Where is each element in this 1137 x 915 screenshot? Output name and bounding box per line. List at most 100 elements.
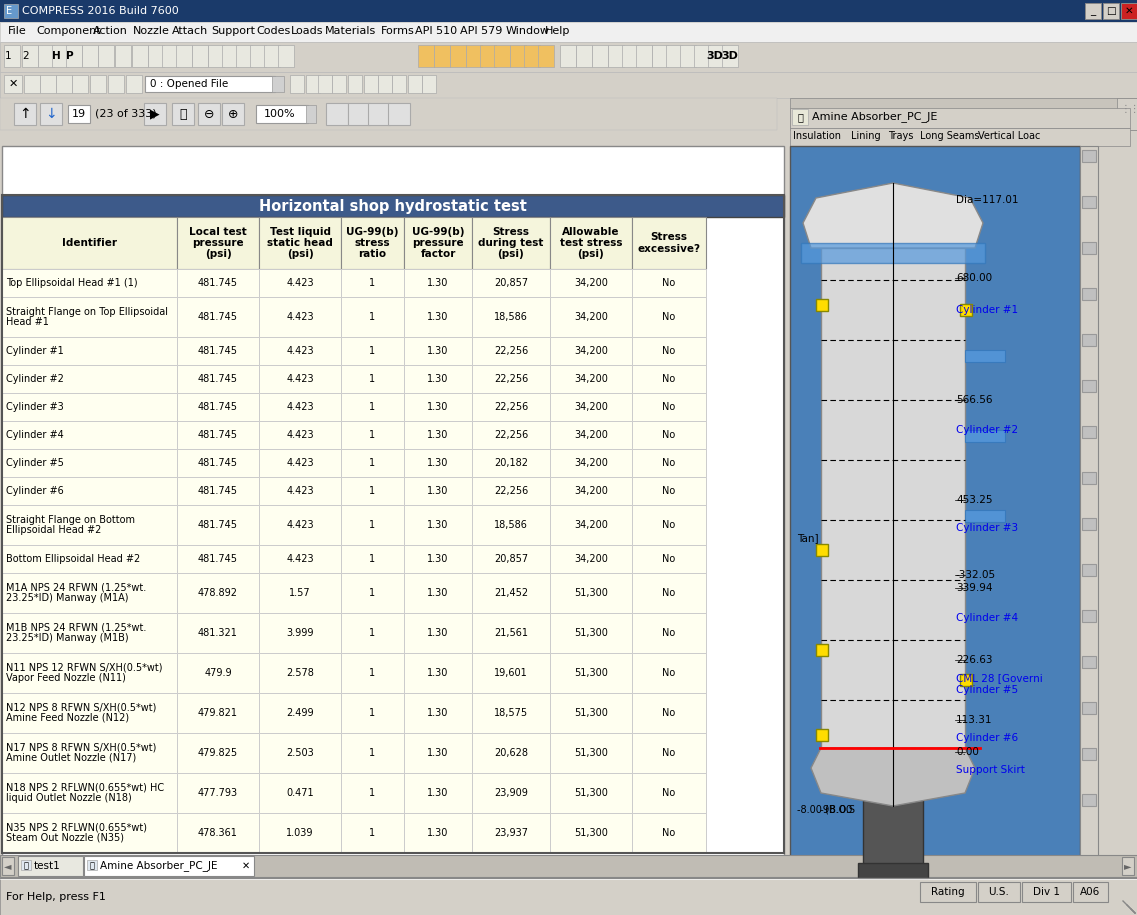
Text: ✋: ✋: [180, 107, 186, 121]
Bar: [550, 813, 632, 853]
Text: Ellipsoidal Head #2: Ellipsoidal Head #2: [6, 525, 101, 535]
Bar: [1082, 518, 1096, 530]
Bar: [816, 729, 828, 741]
Text: (psi): (psi): [205, 249, 231, 259]
Bar: [2, 365, 177, 393]
Bar: [1082, 656, 1096, 668]
Bar: [341, 365, 404, 393]
Bar: [1082, 426, 1096, 438]
Text: UG-99(b): UG-99(b): [347, 227, 399, 237]
Text: No: No: [663, 312, 675, 322]
Text: 1: 1: [370, 788, 375, 798]
Text: 0.471: 0.471: [287, 788, 314, 798]
Text: ↓: ↓: [45, 107, 57, 121]
Text: 1.30: 1.30: [428, 346, 449, 356]
Bar: [272, 76, 284, 92]
Bar: [161, 45, 179, 67]
Bar: [144, 103, 166, 125]
Text: 1.30: 1.30: [428, 628, 449, 638]
Bar: [816, 299, 828, 311]
Bar: [177, 733, 259, 773]
Bar: [960, 304, 972, 316]
Text: Cylinder #5: Cylinder #5: [956, 685, 1018, 695]
Text: (psi): (psi): [287, 249, 314, 259]
Bar: [341, 337, 404, 365]
Bar: [172, 103, 194, 125]
Bar: [1103, 3, 1119, 19]
Bar: [632, 693, 706, 733]
Text: 34,200: 34,200: [574, 486, 608, 496]
Bar: [259, 573, 341, 613]
Text: 1: 1: [370, 668, 375, 678]
Bar: [264, 45, 280, 67]
Bar: [2, 449, 177, 477]
Bar: [38, 45, 53, 67]
Bar: [177, 773, 259, 813]
Text: 481.745: 481.745: [198, 520, 238, 530]
Bar: [632, 217, 706, 269]
Text: pressure: pressure: [192, 238, 243, 248]
Bar: [318, 75, 332, 93]
Text: 18,575: 18,575: [493, 708, 528, 718]
Bar: [98, 45, 114, 67]
Bar: [632, 505, 706, 545]
Bar: [5, 75, 22, 93]
Text: 1: 1: [370, 346, 375, 356]
Bar: [1121, 3, 1137, 19]
Text: Materials: Materials: [325, 26, 376, 36]
Text: 1.30: 1.30: [428, 312, 449, 322]
Text: N18 NPS 2 RFLWN(0.655*wt) HC: N18 NPS 2 RFLWN(0.655*wt) HC: [6, 783, 164, 793]
Bar: [404, 693, 472, 733]
Bar: [404, 297, 472, 337]
Text: 4.423: 4.423: [287, 486, 314, 496]
Text: 51,300: 51,300: [574, 788, 608, 798]
Bar: [550, 297, 632, 337]
Text: 51,300: 51,300: [574, 828, 608, 838]
Bar: [2, 297, 177, 337]
Text: 477.793: 477.793: [198, 788, 238, 798]
Text: Trays: Trays: [888, 131, 913, 141]
Bar: [1082, 196, 1096, 208]
Bar: [480, 45, 496, 67]
Text: Support Skirt: Support Skirt: [956, 765, 1024, 775]
Text: Tan]: Tan]: [797, 533, 819, 543]
Bar: [472, 477, 550, 505]
Bar: [434, 45, 450, 67]
Text: 1: 1: [370, 828, 375, 838]
Bar: [0, 98, 777, 130]
Text: Cylinder #2: Cylinder #2: [6, 374, 64, 384]
Text: ✕: ✕: [242, 861, 250, 871]
Text: 22,256: 22,256: [493, 374, 528, 384]
Bar: [177, 449, 259, 477]
Text: 479.9: 479.9: [205, 668, 232, 678]
Bar: [472, 393, 550, 421]
Text: 1.30: 1.30: [428, 430, 449, 440]
Text: 2.503: 2.503: [287, 748, 314, 758]
Text: 1.57: 1.57: [289, 588, 310, 598]
Text: No: No: [663, 346, 675, 356]
Text: 481.745: 481.745: [198, 458, 238, 468]
Text: Support: Support: [211, 26, 256, 36]
Bar: [341, 733, 404, 773]
Bar: [632, 733, 706, 773]
Text: 23,937: 23,937: [493, 828, 528, 838]
Text: No: No: [663, 402, 675, 412]
Bar: [177, 693, 259, 733]
Text: API 579: API 579: [460, 26, 503, 36]
Text: 1.30: 1.30: [428, 278, 449, 288]
Text: Straight Flange on Bottom: Straight Flange on Bottom: [6, 515, 135, 525]
Bar: [259, 449, 341, 477]
Bar: [2, 857, 14, 875]
Bar: [472, 365, 550, 393]
Bar: [404, 217, 472, 269]
Text: 22,256: 22,256: [493, 402, 528, 412]
Bar: [259, 421, 341, 449]
Text: U.S.: U.S.: [988, 887, 1010, 897]
Bar: [341, 217, 404, 269]
Text: 34,200: 34,200: [574, 430, 608, 440]
Text: ratio: ratio: [358, 249, 387, 259]
Text: 34,200: 34,200: [574, 402, 608, 412]
Text: 1.30: 1.30: [428, 520, 449, 530]
Text: 481.745: 481.745: [198, 374, 238, 384]
Bar: [341, 613, 404, 653]
